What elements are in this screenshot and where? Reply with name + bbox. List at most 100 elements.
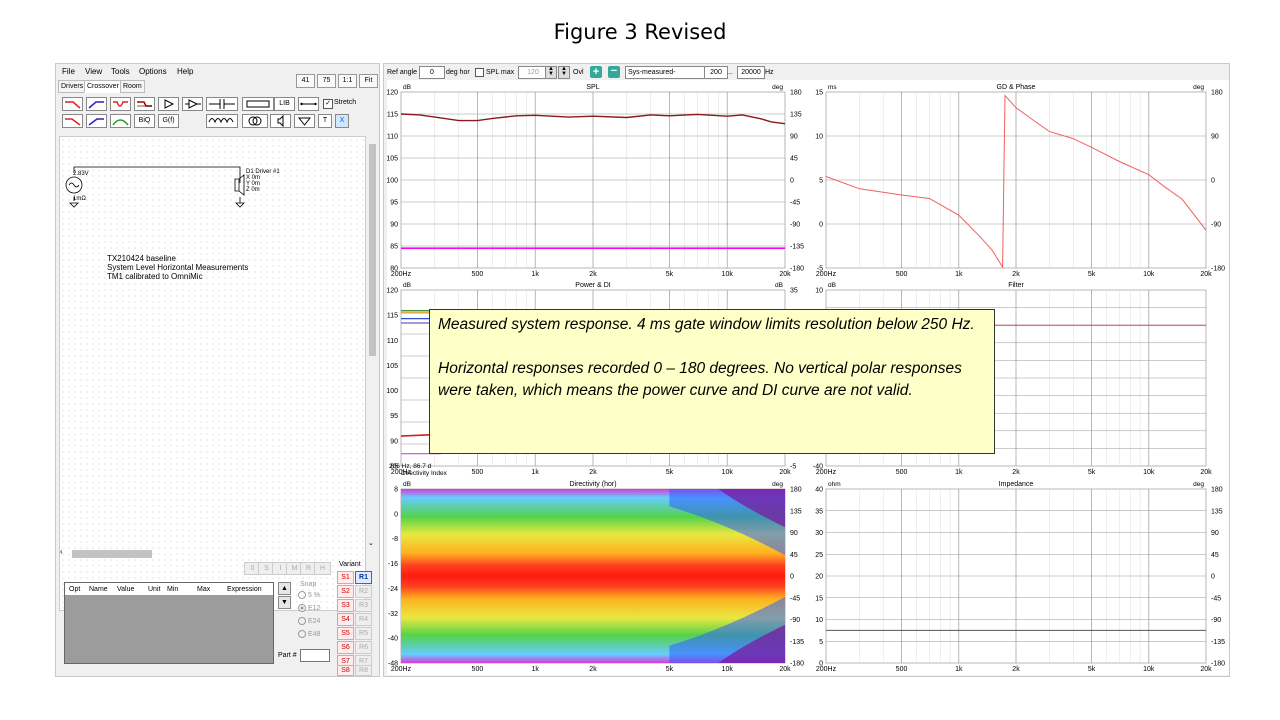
variant-s4-button[interactable]: S4 [337, 613, 354, 626]
column-header: Max [197, 586, 211, 593]
schematic-canvas[interactable]: 2.83V 1mΩ D1 Driver #1 X 0m Y 0m Z 0m TX… [59, 136, 366, 611]
ground-icon [297, 117, 312, 126]
lowpass-filter-button[interactable] [62, 97, 83, 111]
inductor-button[interactable] [206, 114, 238, 128]
lowpass2-filter-button[interactable] [62, 114, 83, 128]
wire-button[interactable] [298, 97, 319, 111]
resistor-button[interactable] [242, 97, 274, 111]
snap-option-5[interactable]: 5 % [298, 591, 320, 599]
variant-r6-button[interactable]: R6 [355, 641, 372, 654]
freq-to-input[interactable]: 20000 [737, 66, 765, 79]
zoom-1-1-button[interactable]: 1:1 [338, 74, 357, 88]
variant-s1-button[interactable]: S1 [337, 571, 354, 584]
step-r-button[interactable]: R [300, 562, 317, 575]
capacitor-button[interactable] [206, 97, 238, 111]
y-tick-label: 105 [386, 156, 398, 163]
vertical-scrollbar[interactable] [367, 136, 377, 609]
variant-r8-button[interactable]: R8 [355, 665, 372, 676]
snap-option-label: E12 [308, 604, 321, 612]
y-tick-label: 100 [386, 388, 398, 395]
tab-drivers[interactable]: Drivers [58, 80, 87, 93]
bandpass-filter-button[interactable] [110, 114, 131, 128]
variant-r2-button[interactable]: R2 [355, 585, 372, 598]
spl-max-checkbox[interactable] [475, 68, 484, 77]
directivity-right-unit: deg [772, 481, 783, 488]
zoom-fit-button[interactable]: Fit [359, 74, 378, 88]
scroll-down-icon[interactable]: ⌄ [368, 540, 374, 547]
variant-s6-button[interactable]: S6 [337, 641, 354, 654]
snap-option-e24[interactable]: E24 [298, 617, 320, 625]
spl-max-stepper[interactable]: ▲ ▼ [545, 66, 557, 79]
amplifier-button[interactable] [158, 97, 179, 111]
y2-tick-label: 90 [790, 530, 798, 537]
variant-r1-button[interactable]: R1 [355, 571, 372, 584]
gd-phase-curve [825, 94, 1207, 269]
bandpass-icon [112, 119, 129, 126]
menu-options[interactable]: Options [139, 67, 167, 76]
variant-r4-button[interactable]: R4 [355, 613, 372, 626]
move-up-button[interactable]: ▲ [278, 582, 291, 595]
zoom-75-button[interactable]: 75 [317, 74, 336, 88]
y-tick-label: -5 [817, 266, 823, 273]
filter-title: Filter [1008, 282, 1024, 289]
y2-tick-label: 45 [1211, 552, 1219, 559]
notch-filter-button[interactable] [110, 97, 131, 111]
x-tick-label: 5k [1088, 271, 1096, 278]
biquad-button[interactable]: BiQ [134, 114, 155, 128]
driver-button[interactable] [270, 114, 291, 128]
ovl-stepper[interactable]: ▲ ▼ [558, 66, 570, 79]
zoom-41-button[interactable]: 41 [296, 74, 315, 88]
snap-option-e48[interactable]: E48 [298, 630, 320, 638]
highpass-filter-button[interactable] [86, 97, 107, 111]
delete-button[interactable]: X [335, 114, 349, 128]
library-button[interactable]: LIB [274, 97, 295, 111]
buffer-button[interactable] [182, 97, 203, 111]
tab-crossover[interactable]: Crossover [84, 80, 122, 93]
callout-line-2: Horizontal responses recorded 0 – 180 de… [438, 360, 962, 399]
y-tick-label: 0 [819, 661, 823, 668]
variant-r3-button[interactable]: R3 [355, 599, 372, 612]
step-m-button[interactable]: M [286, 562, 303, 575]
resistor-icon [246, 100, 270, 108]
menu-file[interactable]: File [62, 67, 75, 76]
y2-tick-label: 90 [790, 134, 798, 141]
text-button[interactable]: T [318, 114, 332, 128]
ref-angle-input[interactable]: 0 [419, 66, 445, 79]
variant-s5-button[interactable]: S5 [337, 627, 354, 640]
spl-right-unit: deg [772, 84, 783, 91]
shelf-filter-button[interactable] [134, 97, 155, 111]
freq-from-input[interactable]: 200 [704, 66, 728, 79]
remove-measurement-icon[interactable]: − [608, 66, 620, 78]
y-tick-label: -24 [388, 586, 398, 593]
x-tick-label: 10k [722, 271, 734, 278]
y2-tick-label: -135 [790, 244, 804, 251]
part-number-input[interactable] [300, 649, 330, 662]
highpass-icon [88, 101, 104, 109]
ground-button[interactable] [294, 114, 315, 128]
gf-button[interactable]: G(f) [158, 114, 179, 128]
x-tick-label: 5k [666, 271, 674, 278]
driver-name: D1 Driver #1 [246, 169, 280, 175]
x-tick-label: 5k [666, 666, 674, 673]
transformer-button[interactable] [242, 114, 268, 128]
variant-s8-button[interactable]: S8 [337, 665, 354, 676]
variant-r5-button[interactable]: R5 [355, 627, 372, 640]
step-i-button[interactable]: I [272, 562, 289, 575]
scroll-left-icon[interactable]: ‹ [60, 547, 63, 556]
parameter-table[interactable]: Opt Name Value Unit Min Max Expression [64, 582, 274, 664]
highpass2-filter-button[interactable] [86, 114, 107, 128]
add-measurement-icon[interactable]: + [590, 66, 602, 78]
variant-s2-button[interactable]: S2 [337, 585, 354, 598]
vertical-scroll-thumb[interactable] [369, 144, 376, 356]
column-header: Unit [148, 586, 161, 593]
tab-room[interactable]: Room [120, 80, 145, 93]
snap-option-e12[interactable]: E12 [298, 604, 320, 612]
stretch-checkbox[interactable]: ✓ [323, 99, 333, 109]
step-h-button[interactable]: H [314, 562, 331, 575]
menu-help[interactable]: Help [177, 67, 194, 76]
menu-view[interactable]: View [85, 67, 103, 76]
variant-s3-button[interactable]: S3 [337, 599, 354, 612]
menu-tools[interactable]: Tools [111, 67, 130, 76]
move-down-button[interactable]: ▼ [278, 596, 291, 609]
horizontal-scroll-thumb[interactable] [72, 550, 152, 558]
